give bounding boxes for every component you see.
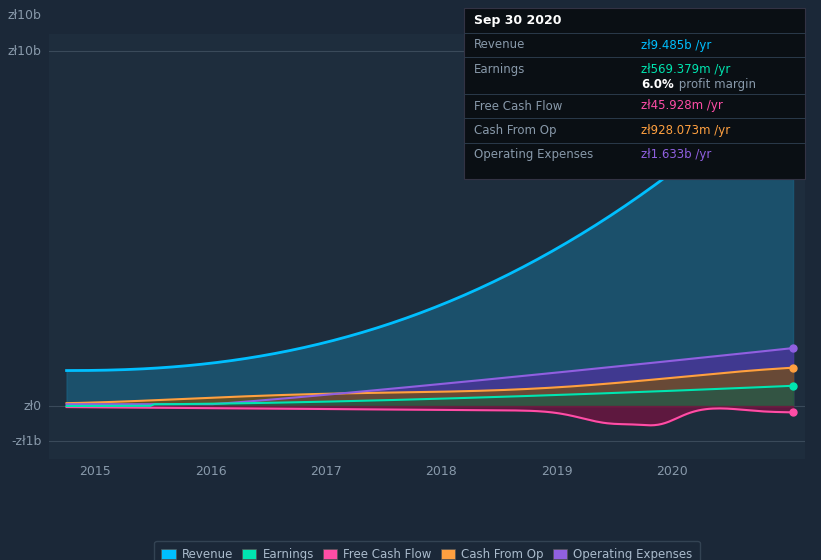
- Text: zł10b: zł10b: [8, 10, 42, 22]
- Text: Sep 30 2020: Sep 30 2020: [474, 14, 562, 27]
- Text: Operating Expenses: Operating Expenses: [474, 148, 594, 161]
- Text: zł928.073m /yr: zł928.073m /yr: [641, 124, 731, 137]
- Text: zł0: zł0: [24, 399, 42, 413]
- Text: zł569.379m /yr: zł569.379m /yr: [641, 63, 731, 76]
- Text: zł10b: zł10b: [8, 45, 42, 58]
- Text: Earnings: Earnings: [474, 63, 525, 76]
- Text: -zł1b: -zł1b: [11, 435, 42, 448]
- Text: Free Cash Flow: Free Cash Flow: [474, 100, 562, 113]
- Text: Cash From Op: Cash From Op: [474, 124, 557, 137]
- Text: profit margin: profit margin: [675, 77, 756, 91]
- Text: 6.0%: 6.0%: [641, 77, 674, 91]
- Text: zł9.485b /yr: zł9.485b /yr: [641, 39, 712, 52]
- Text: zł1.633b /yr: zł1.633b /yr: [641, 148, 712, 161]
- Text: Revenue: Revenue: [474, 39, 525, 52]
- Text: zł45.928m /yr: zł45.928m /yr: [641, 100, 723, 113]
- Legend: Revenue, Earnings, Free Cash Flow, Cash From Op, Operating Expenses: Revenue, Earnings, Free Cash Flow, Cash …: [154, 541, 699, 560]
